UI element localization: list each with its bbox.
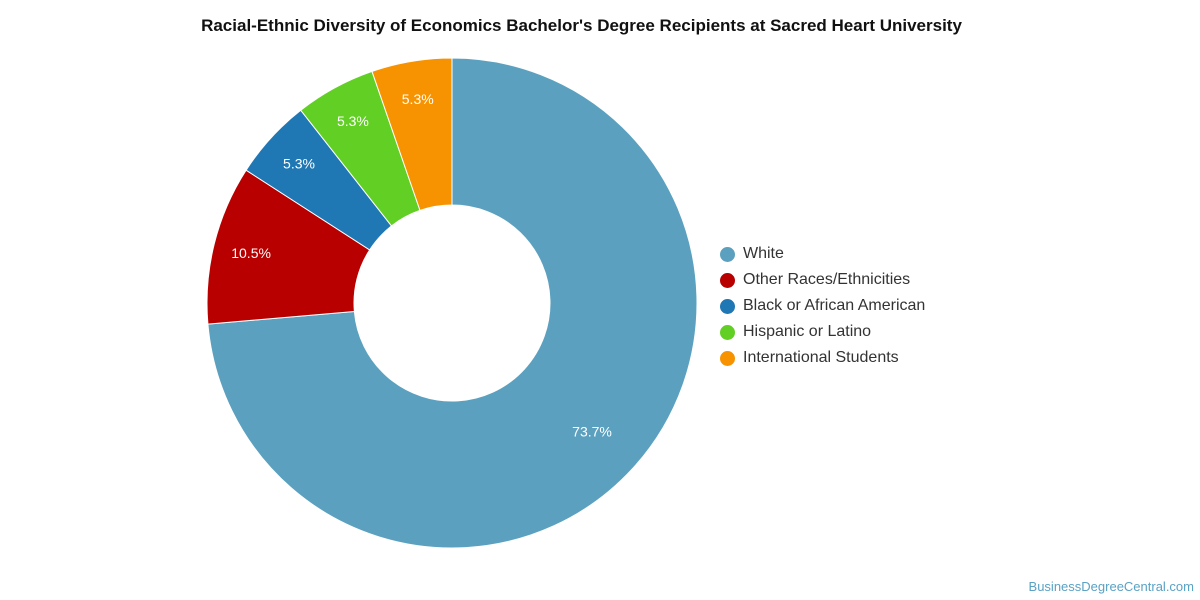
legend-swatch (720, 272, 735, 288)
legend-item[interactable]: International Students (720, 345, 925, 371)
legend-swatch (720, 324, 735, 340)
watermark: BusinessDegreeCentral.com (1028, 579, 1194, 594)
slice-other-races-ethnicities (206, 169, 371, 325)
legend-swatch (720, 350, 735, 366)
legend-label: International Students (743, 349, 899, 366)
slice-international-students (371, 57, 453, 212)
chart-legend: White Other Races/Ethnicities Black or Afr… (720, 241, 925, 371)
slice-label: 5.3% (337, 113, 369, 129)
legend-item[interactable]: Other Races/Ethnicities (720, 267, 925, 293)
legend-label: Other Races/Ethnicities (743, 271, 911, 288)
legend-label: Hispanic or Latino (743, 323, 872, 340)
slice-label: 5.3% (402, 91, 434, 107)
slice-label: 73.7% (572, 423, 612, 439)
legend-item[interactable]: Hispanic or Latino (720, 319, 925, 345)
legend-item[interactable]: White (720, 241, 925, 267)
chart-title: Racial-Ethnic Diversity of Economics Bac… (201, 16, 962, 35)
legend-label: White (743, 245, 784, 262)
slice-white (207, 57, 698, 549)
legend-label: Black or African American (743, 297, 926, 314)
legend-swatch (720, 298, 735, 314)
slice-label: 10.5% (231, 245, 271, 261)
legend-swatch (720, 246, 735, 262)
legend-item[interactable]: Black or African American (720, 293, 925, 319)
slice-label: 5.3% (283, 156, 315, 172)
